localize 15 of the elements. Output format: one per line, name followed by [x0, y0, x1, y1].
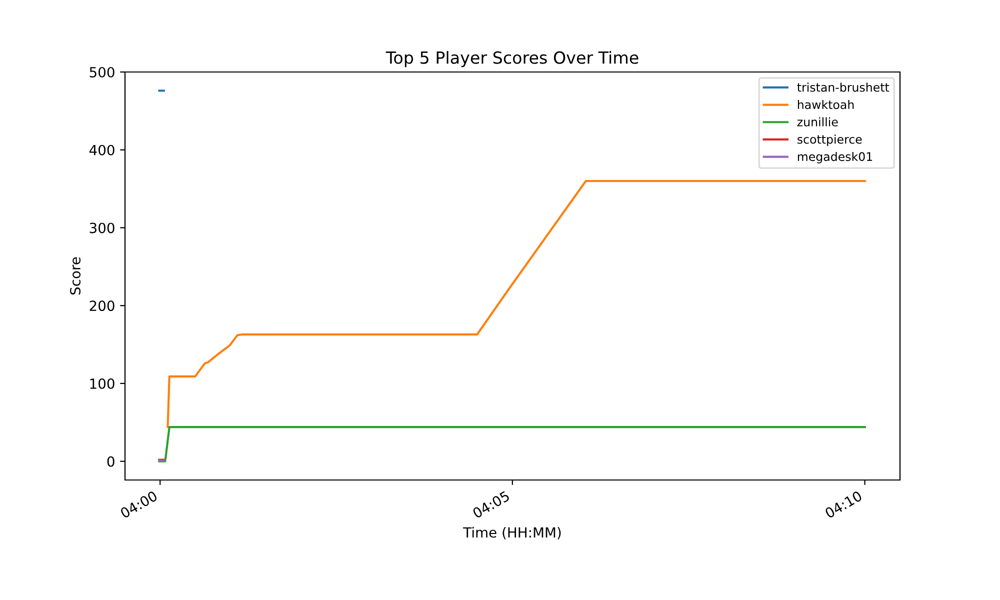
legend-label: megadesk01 [798, 152, 872, 164]
y-tick-label: 500 [90, 66, 114, 78]
legend-label: hawktoah [798, 100, 854, 110]
legend-label: scottpierce [798, 134, 862, 146]
y-tick-label: 100 [90, 378, 114, 389]
line-series [166, 180, 866, 428]
legend-label: zunillie [797, 117, 838, 126]
chart-title: Top 5 Player Scores Over Time [386, 51, 638, 68]
y-tick-label: 400 [89, 144, 114, 156]
y-tick-label: 0 [107, 456, 114, 467]
y-tick-label: 200 [90, 300, 114, 312]
y-axis-title: Score [70, 257, 81, 295]
legend-label: tristan-brushett [797, 82, 890, 92]
y-tick-label: 300 [90, 222, 114, 234]
x-axis-title: Time (HH:MM) [463, 526, 561, 540]
